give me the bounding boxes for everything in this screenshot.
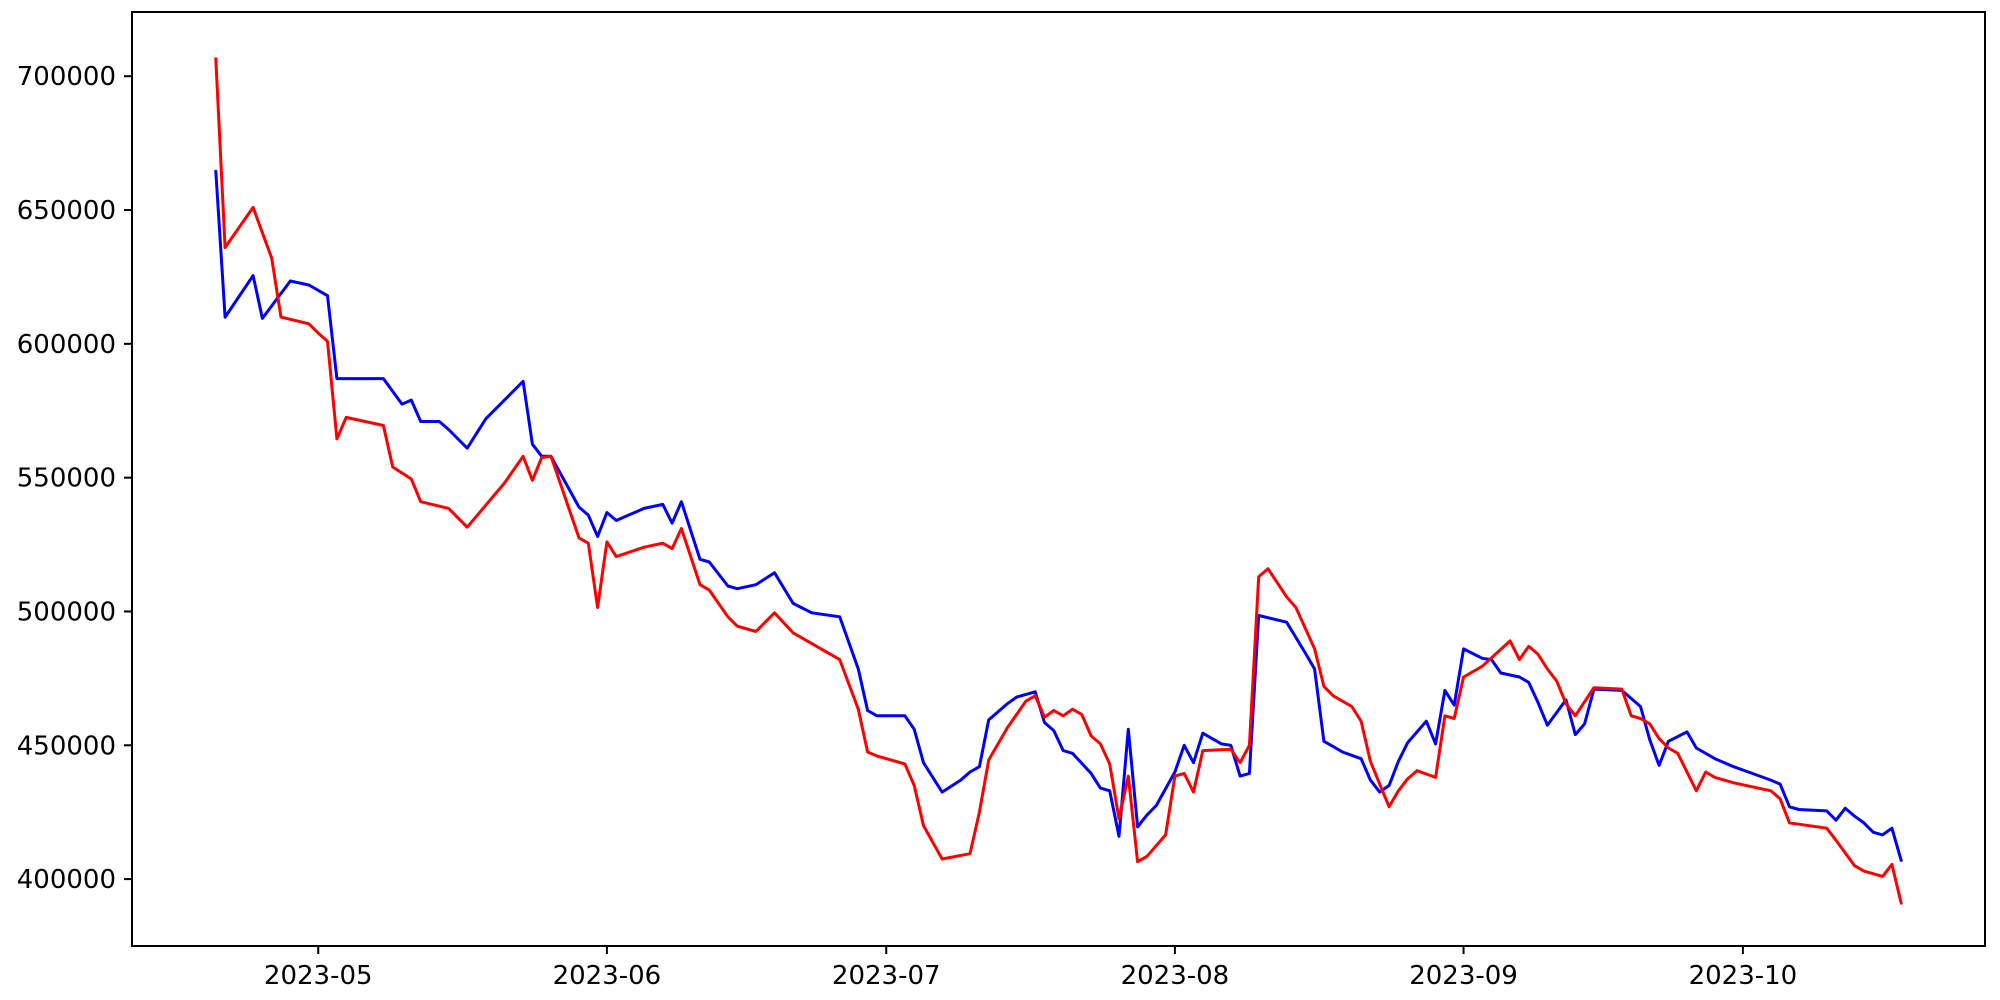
y-tick-label: 550000 <box>17 464 116 494</box>
x-tick-label: 2023-07 <box>832 961 941 991</box>
series-red-line <box>214 57 1903 905</box>
y-tick-label: 400000 <box>17 865 116 895</box>
x-tick-label: 2023-09 <box>1409 961 1518 991</box>
y-tick-label: 450000 <box>17 731 116 761</box>
x-tick-label: 2023-08 <box>1121 961 1230 991</box>
y-tick-label: 650000 <box>17 196 116 226</box>
series-blue-line <box>214 169 1903 862</box>
x-tick-label: 2023-06 <box>553 961 662 991</box>
x-tick-label: 2023-10 <box>1689 961 1798 991</box>
y-tick-label: 700000 <box>17 62 116 92</box>
y-tick-label: 600000 <box>17 330 116 360</box>
x-tick-label: 2023-05 <box>264 961 373 991</box>
plot-frame <box>131 11 1986 947</box>
y-tick-label: 500000 <box>17 597 116 627</box>
